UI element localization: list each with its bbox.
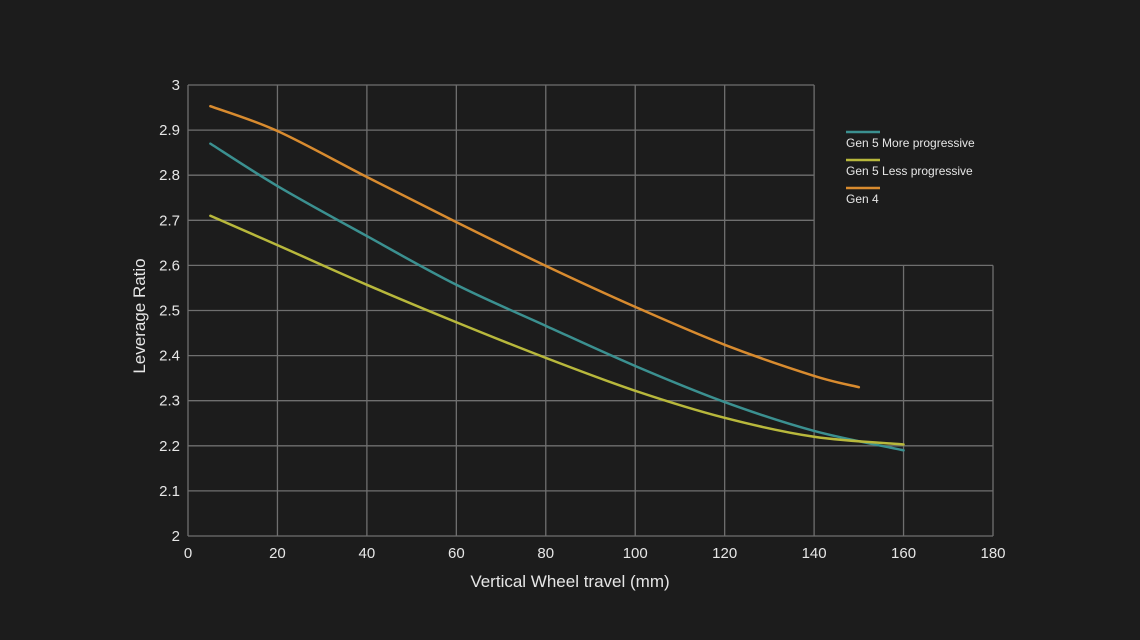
- x-tick-label: 80: [537, 545, 554, 562]
- x-tick-label: 0: [184, 545, 192, 562]
- y-tick-label: 2.7: [159, 212, 180, 229]
- y-tick-label: 2.5: [159, 303, 180, 320]
- y-axis-label: Leverage Ratio: [130, 258, 149, 373]
- series-line-0: [209, 142, 905, 452]
- x-tick-label: 20: [269, 545, 286, 562]
- x-tick-label: 140: [802, 545, 827, 562]
- x-axis-ticks: 0 20 40 60 80 100 120 140 160 180: [184, 545, 1006, 562]
- y-tick-label: 2.9: [159, 122, 180, 139]
- x-tick-label: 180: [980, 545, 1005, 562]
- x-axis-label: Vertical Wheel travel (mm): [470, 572, 669, 591]
- y-tick-label: 2.2: [159, 438, 180, 455]
- grid: [187, 84, 994, 537]
- legend-label: Gen 5 More progressive: [846, 136, 975, 150]
- y-axis-ticks: 2 2.1 2.2 2.3 2.4 2.5 2.6 2.7 2.8 2.9 3: [159, 77, 180, 545]
- x-tick-label: 120: [712, 545, 737, 562]
- legend: Gen 5 More progressive Gen 5 Less progres…: [846, 130, 975, 206]
- y-tick-label: 2.8: [159, 167, 180, 184]
- y-tick-label: 2.6: [159, 257, 180, 274]
- x-tick-label: 100: [623, 545, 648, 562]
- y-tick-label: 3: [172, 77, 180, 94]
- series-line-2: [209, 104, 861, 389]
- x-tick-label: 40: [359, 545, 376, 562]
- x-tick-label: 160: [891, 545, 916, 562]
- series-lines: [209, 104, 905, 452]
- legend-label: Gen 4: [846, 192, 879, 206]
- series-line-1: [209, 214, 905, 446]
- legend-label: Gen 5 Less progressive: [846, 164, 973, 178]
- y-tick-label: 2: [172, 528, 180, 545]
- y-tick-label: 2.3: [159, 393, 180, 410]
- x-tick-label: 60: [448, 545, 465, 562]
- y-tick-label: 2.1: [159, 483, 180, 500]
- y-tick-label: 2.4: [159, 348, 180, 365]
